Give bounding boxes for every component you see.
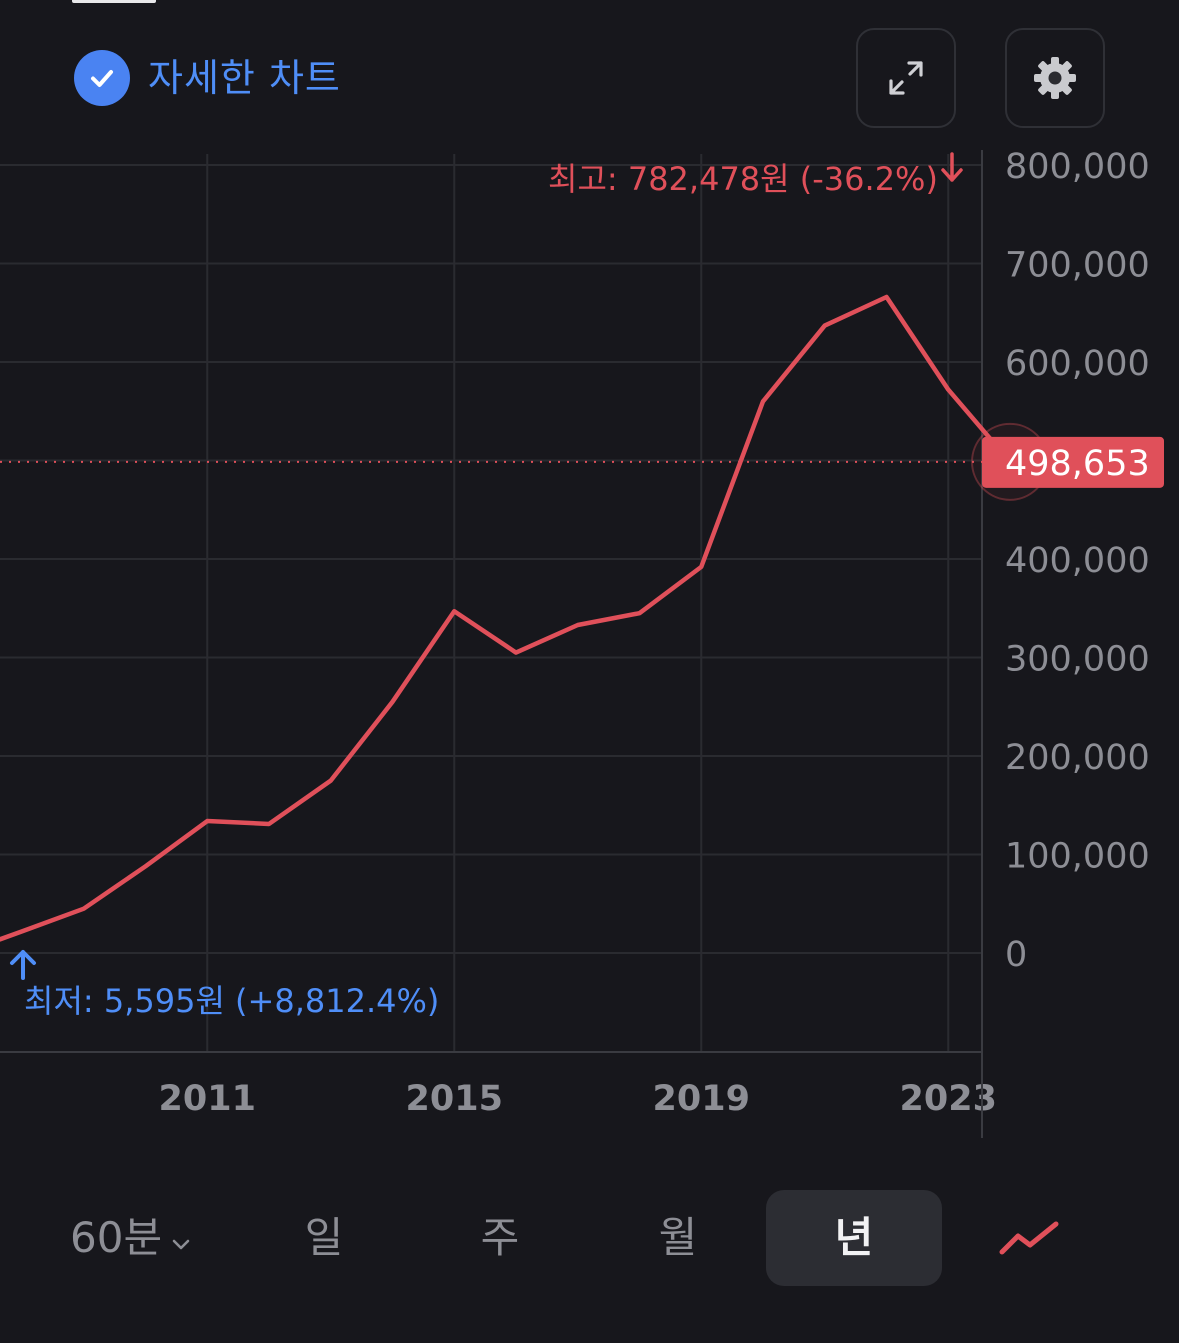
- check-icon[interactable]: [74, 50, 130, 106]
- settings-button[interactable]: [1005, 28, 1105, 128]
- y-tick-label: 600,000: [1005, 344, 1150, 384]
- x-tick-label: 2015: [406, 1079, 503, 1119]
- current-price-label: 498,653: [1005, 444, 1150, 484]
- chart-axes: 800,000 700,000 600,000 400,000 300,000 200,0…: [0, 150, 1150, 1138]
- y-tick-label: 100,000: [1005, 837, 1150, 877]
- period-60min-label: 60분: [70, 1213, 163, 1262]
- page-title[interactable]: 자세한 차트: [148, 56, 341, 100]
- gear-icon: [1034, 57, 1076, 99]
- period-week-tab[interactable]: 주: [480, 1213, 520, 1262]
- y-tick-label: 0: [1005, 935, 1027, 975]
- top-handle: [72, 0, 156, 3]
- line-chart[interactable]: 800,000 700,000 600,000 400,000 300,000 200,0…: [0, 150, 1179, 1140]
- series-line: [0, 294, 1013, 942]
- chart-annotations: 498,653 최고: 782,478원 (-36.2%) 최저: 5,595원 (…: [0, 152, 1164, 1020]
- fullscreen-button[interactable]: [856, 28, 956, 128]
- y-tick-label: 400,000: [1005, 541, 1150, 581]
- y-tick-label: 700,000: [1005, 246, 1150, 286]
- period-60min-dropdown[interactable]: 60분: [70, 1190, 220, 1286]
- chevron-down-icon: [170, 1193, 192, 1289]
- arrow-down-icon: [941, 152, 963, 182]
- current-price-tag: [982, 436, 1164, 488]
- low-label: 최저: 5,595원 (+8,812.4%): [24, 982, 439, 1020]
- y-tick-label: 300,000: [1005, 640, 1150, 680]
- x-tick-label: 2011: [159, 1079, 256, 1119]
- period-year-tab[interactable]: 년: [766, 1190, 942, 1286]
- arrow-up-icon: [10, 950, 36, 980]
- chart-grid: [0, 154, 982, 1052]
- y-tick-label: 200,000: [1005, 738, 1150, 778]
- y-tick-label: 800,000: [1005, 150, 1150, 187]
- x-tick-label: 2023: [900, 1079, 997, 1119]
- chart-type-button[interactable]: [996, 1210, 1062, 1266]
- chart-header: 자세한 차트: [0, 0, 1179, 150]
- period-day-tab[interactable]: 일: [304, 1213, 344, 1262]
- period-selector: 60분 일 주 월 년: [0, 1190, 1179, 1286]
- expand-icon: [889, 61, 923, 95]
- line-chart-icon: [999, 1221, 1059, 1255]
- period-month-tab[interactable]: 월: [658, 1213, 698, 1262]
- high-label: 최고: 782,478원 (-36.2%): [548, 160, 938, 198]
- x-tick-label: 2019: [653, 1079, 750, 1119]
- chart-series: [0, 294, 1013, 942]
